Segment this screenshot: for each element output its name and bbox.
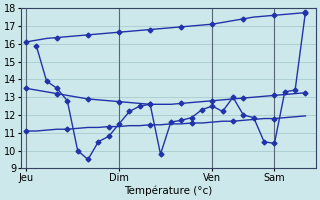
X-axis label: Température (°c): Température (°c)	[124, 185, 212, 196]
